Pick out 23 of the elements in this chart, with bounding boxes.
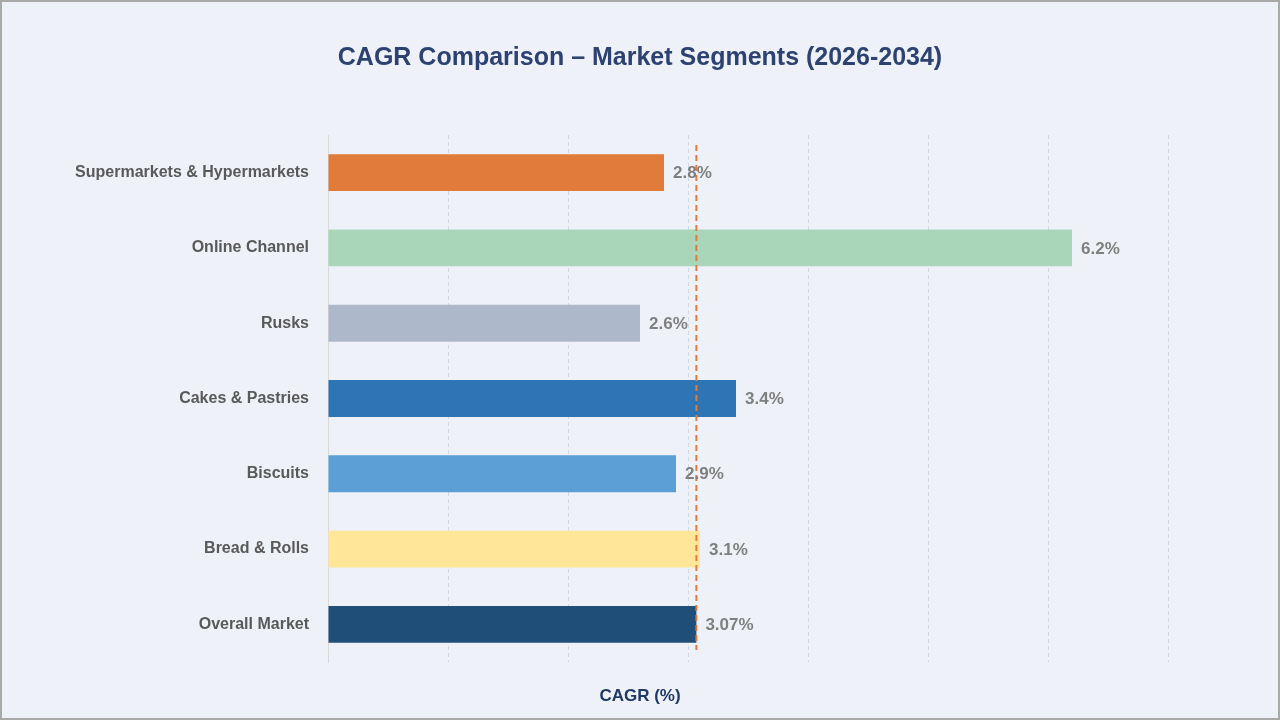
bar [328,154,664,192]
data-label: 2.9% [685,464,724,484]
bar [328,605,697,643]
data-label: 3.1% [709,539,748,559]
y-tick-label: Cakes & Pastries [179,388,310,406]
chart-title: CAGR Comparison – Market Segments (2026-2034) [336,42,944,71]
data-label: 3.4% [745,389,784,409]
y-tick-label: Bread & Rolls [204,539,310,557]
y-tick-label: Online Channel [191,238,309,256]
bar [328,530,700,568]
bar [328,455,676,493]
x-axis-title: CAGR (%) [598,686,682,706]
data-label: 2.6% [649,313,688,333]
y-tick-label: Supermarkets & Hypermarkets [75,163,310,181]
data-label: 6.2% [1081,238,1120,258]
y-tick-label: Rusks [260,313,310,331]
bar [328,229,1072,267]
y-tick-label: Overall Market [198,614,310,632]
y-tick-label: Biscuits [246,464,310,482]
bar [328,304,640,342]
data-label: 3.07% [705,615,754,635]
data-label: 2.8% [673,163,712,183]
bar [328,380,736,417]
